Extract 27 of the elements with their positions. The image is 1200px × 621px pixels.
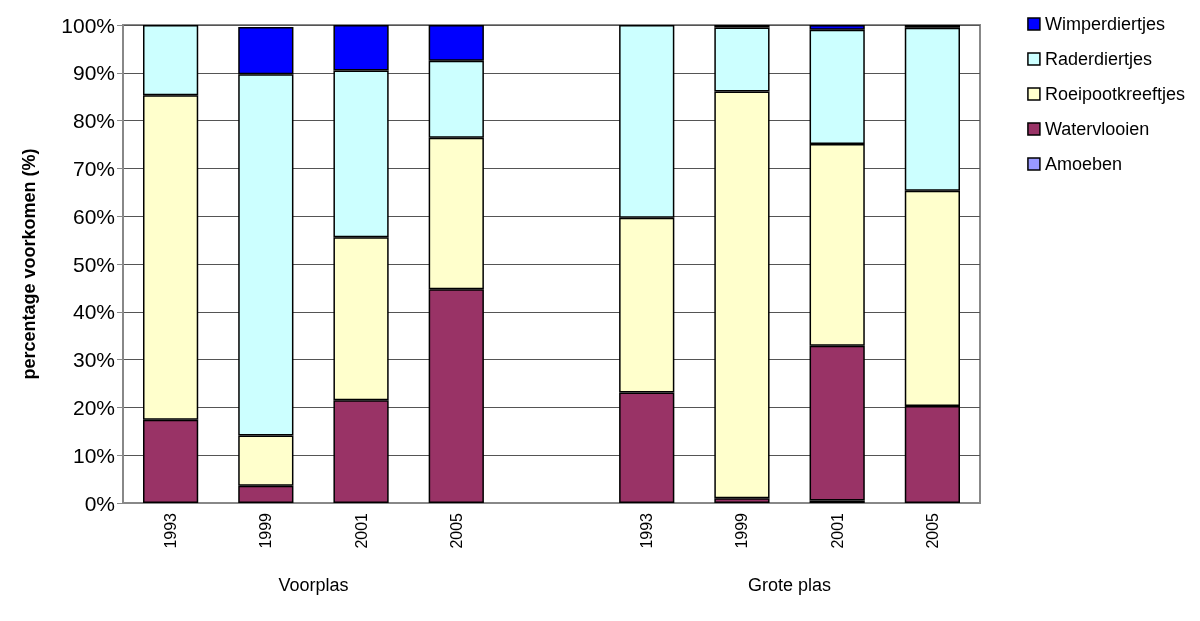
legend-label: Amoeben <box>1044 154 1122 174</box>
x-tick-label: 1993 <box>638 512 656 549</box>
legend-label: Watervlooien <box>1044 119 1150 139</box>
x-tick-label: 2001 <box>352 512 370 549</box>
y-tick-label: 20% <box>72 395 115 419</box>
y-tick-label: 90% <box>72 61 115 85</box>
y-tick-label: 60% <box>72 204 115 228</box>
legend-label: Wimperdiertjes <box>1044 14 1165 34</box>
legend-label: Raderdiertjes <box>1044 49 1152 69</box>
y-tick-label: 70% <box>72 156 115 180</box>
y-tick-label: 50% <box>72 252 115 276</box>
text: Voorplas <box>278 575 349 595</box>
y-tick-label: 40% <box>72 300 115 324</box>
x-tick-label: 2001 <box>828 512 846 549</box>
legend-label: Roeipootkreeftjes <box>1044 84 1186 104</box>
x-tick-label: 1993 <box>162 512 180 549</box>
x-tick-label: 2005 <box>923 512 941 549</box>
text: Grote plas <box>748 575 832 595</box>
y-tick-label: 80% <box>72 109 115 133</box>
x-tick-label: 1999 <box>257 512 275 549</box>
x-tick-label: 1999 <box>733 512 751 549</box>
y-axis-title: percentage voorkomen (%) <box>19 148 39 380</box>
y-tick-label: 100% <box>61 13 115 37</box>
y-tick-label: 30% <box>72 348 115 372</box>
x-tick-label: 2005 <box>447 512 465 549</box>
y-tick-label: 0% <box>84 491 115 515</box>
y-tick-label: 10% <box>72 443 115 467</box>
